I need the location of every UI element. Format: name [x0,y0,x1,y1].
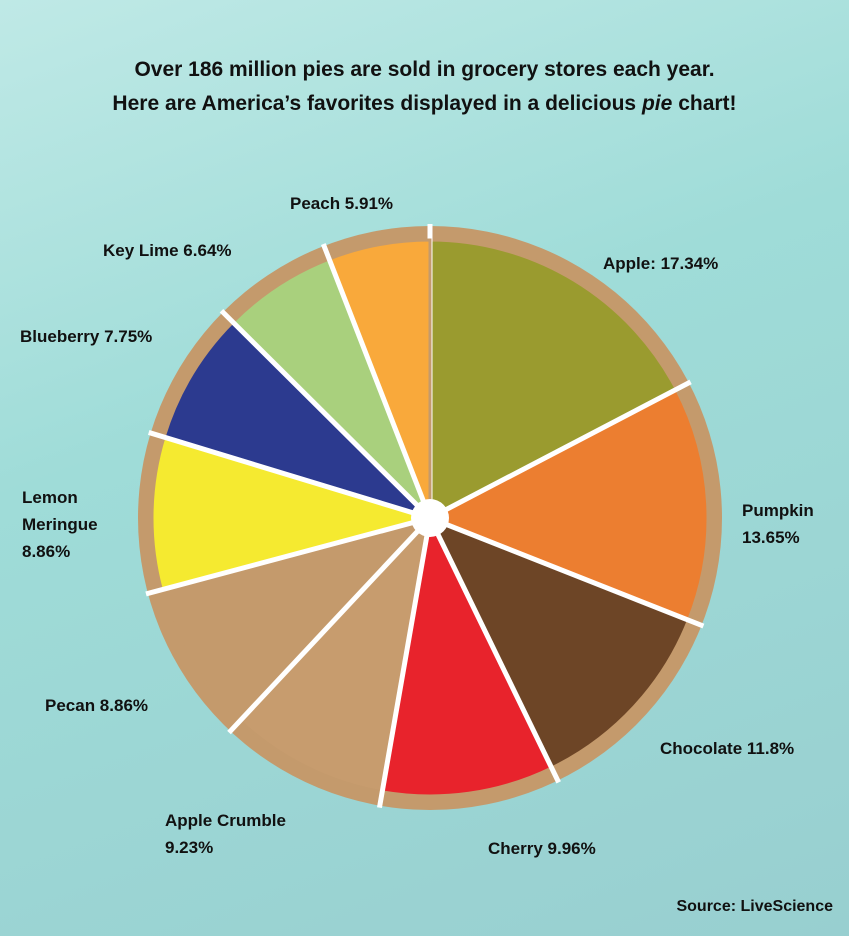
slice-label: Pecan 8.86% [45,696,149,715]
subtitle-text: chart! [678,92,737,115]
slice-label: Lemon Meringue 8.86% [22,488,98,561]
chart-title: Over 186 million pies are sold in grocer… [134,58,715,81]
slice-gap [147,430,431,521]
slice-gap [320,243,433,519]
slice-gap [219,308,432,520]
chart-subtitle: Here are America’s favorites displayed i… [0,92,849,116]
slice-gap [145,515,431,597]
pie-slice [162,319,432,520]
pie-slice [150,435,436,592]
slice-label: Apple: 17.34% [603,254,719,273]
slice-label: Cherry 9.96% [488,839,596,858]
pie-slice [159,515,435,724]
slice-label: Blueberry 7.75% [20,327,153,346]
slice-label: Peach 5.91% [290,194,394,213]
slice-gap [428,379,692,521]
slice-label: Key Lime 6.64% [103,241,232,260]
slice-label: Pumpkin 13.65% [742,501,814,547]
pie-slice [237,513,433,794]
pie-slice [428,238,679,521]
pie-slice [426,515,691,770]
slice-gap [429,515,705,629]
pie-slice [426,387,710,623]
pie-slice [380,513,554,798]
slice-label: Chocolate 11.8% [660,739,795,758]
subtitle-text: Here are America’s favorites displayed i… [112,92,637,115]
slice-gap [427,516,561,784]
slice-gap [376,517,433,809]
slice-label: Apple Crumble 9.23% [165,811,286,857]
source: Source: LiveScience [676,898,833,915]
subtitle-text: pie [641,92,673,115]
slice-gap [227,516,432,735]
pie-center [411,499,449,537]
